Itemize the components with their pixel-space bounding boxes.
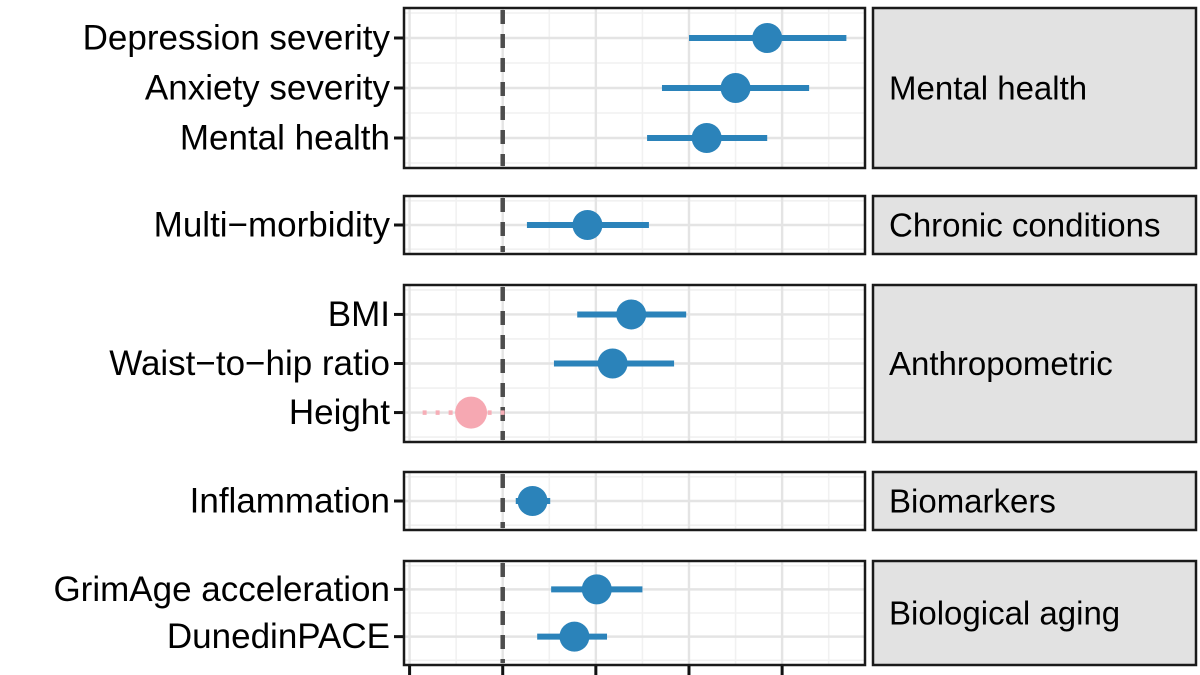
row-label: Depression severity xyxy=(83,19,391,58)
row-label: Multi−morbidity xyxy=(154,206,391,245)
estimate-point xyxy=(581,574,612,605)
row-label: DunedinPACE xyxy=(167,617,390,656)
facet-strip-label: Mental health xyxy=(889,70,1087,107)
facet-panel-border xyxy=(402,6,867,170)
facet-strip-label: Biological aging xyxy=(889,595,1120,632)
estimate-point xyxy=(691,123,722,153)
estimate-point xyxy=(559,621,590,652)
facet-strip xyxy=(871,6,1198,170)
row-label: GrimAge acceleration xyxy=(53,570,390,609)
facet-strip-label: Chronic conditions xyxy=(889,207,1160,244)
estimate-point xyxy=(517,486,548,516)
facet-strip-label: Anthropometric xyxy=(889,345,1113,382)
facet-panel-border xyxy=(402,559,867,667)
row-label: BMI xyxy=(328,295,390,334)
row-label: Anxiety severity xyxy=(145,69,391,108)
facet-strip xyxy=(871,283,1198,444)
estimate-point xyxy=(572,210,603,240)
facet-strip xyxy=(871,559,1198,667)
facet-strip xyxy=(871,470,1198,532)
estimate-point xyxy=(720,73,751,103)
estimate-point xyxy=(597,348,628,379)
row-label: Inflammation xyxy=(190,482,390,521)
facet-strip xyxy=(871,194,1198,256)
estimate-point xyxy=(455,396,488,429)
row-label: Height xyxy=(289,393,390,432)
row-label: Mental health xyxy=(180,119,390,158)
facet-panel-border xyxy=(402,194,867,256)
estimate-point xyxy=(752,23,783,53)
facet-panel-border xyxy=(402,470,867,532)
row-label: Waist−to−hip ratio xyxy=(109,344,390,383)
facet-panel-border xyxy=(402,283,867,444)
estimate-point xyxy=(616,299,647,330)
facet-strip-label: Biomarkers xyxy=(889,483,1056,520)
